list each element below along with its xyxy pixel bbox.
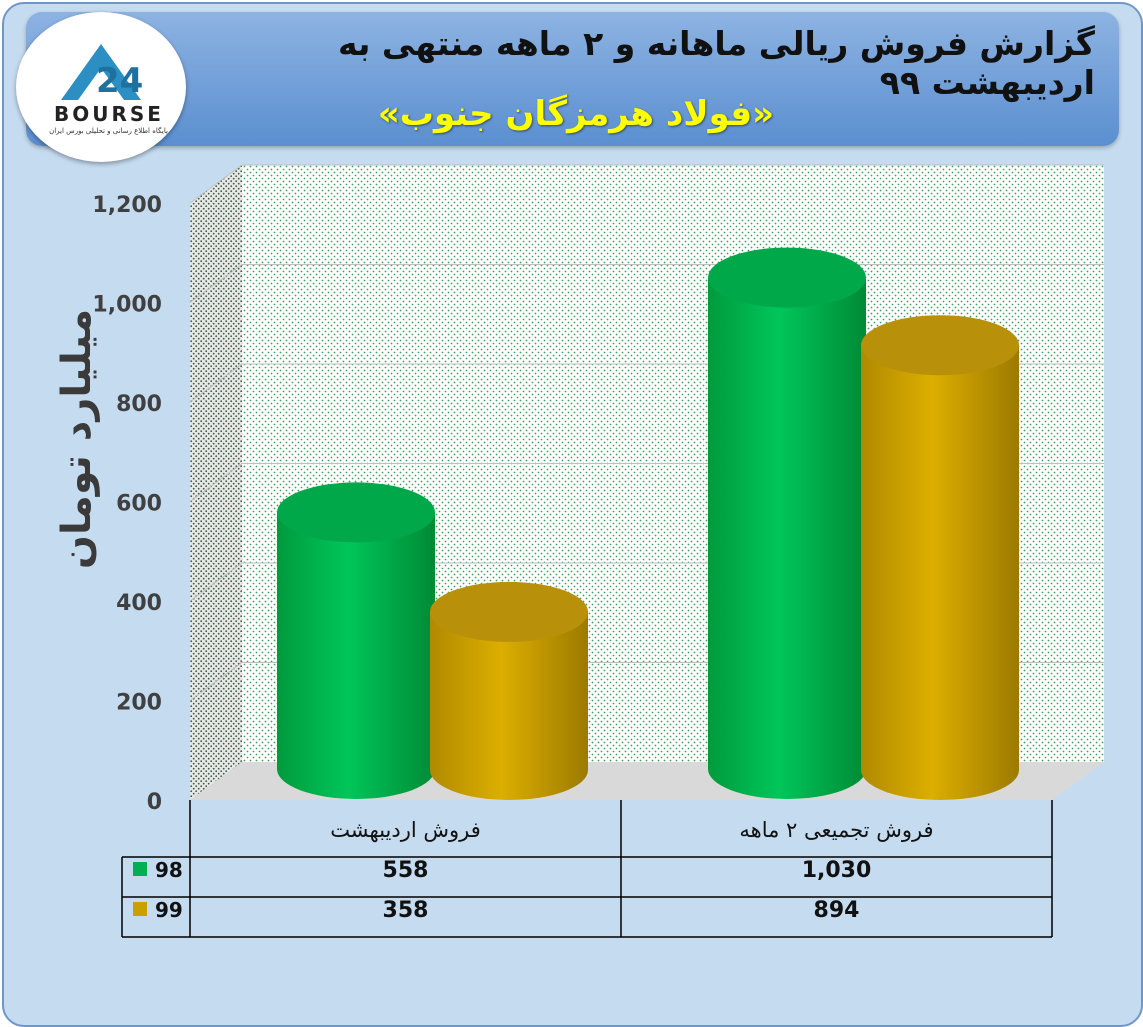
bar-top xyxy=(708,247,866,308)
bar-top xyxy=(861,315,1019,376)
bar-top xyxy=(277,482,435,543)
legend-label: 99 xyxy=(155,898,183,922)
logo-text: BOURSE xyxy=(54,102,164,126)
y-tick-label: 400 xyxy=(116,591,162,616)
bar xyxy=(277,482,435,799)
title-banner: گزارش فروش ریالی ماهانه و ۲ ماهه منتهی ب… xyxy=(26,12,1119,146)
logo-mark-icon: 24 xyxy=(61,44,143,101)
bars xyxy=(277,247,1019,800)
bar-body xyxy=(861,345,1019,800)
category-label: فروش اردیبهشت xyxy=(330,818,481,842)
bar xyxy=(708,247,866,799)
y-tick-label: 200 xyxy=(116,691,162,716)
bourse24-logo: 24 BOURSE پایگاه اطلاع رسانی و تحلیلی بو… xyxy=(16,12,186,162)
bar-body xyxy=(277,512,435,799)
y-tick-label: 1,200 xyxy=(92,193,162,218)
legend-label: 98 xyxy=(155,858,183,882)
data-table: فروش اردیبهشت فروش تجمیعی ۲ ماهه 98 558 1,03… xyxy=(121,800,1053,938)
category-label: فروش تجمیعی ۲ ماهه xyxy=(739,818,933,842)
bar xyxy=(861,315,1019,800)
data-label: 358 xyxy=(383,898,429,923)
chart-title: گزارش فروش ریالی ماهانه و ۲ ماهه منتهی ب… xyxy=(337,24,1095,102)
y-tick-label: 0 xyxy=(147,790,162,815)
legend-swatch xyxy=(133,862,147,876)
bar-body xyxy=(430,611,588,800)
chart-subtitle: «فولاد هرمزگان جنوب» xyxy=(377,94,775,134)
logo-tagline: پایگاه اطلاع رسانی و تحلیلی بورس ایران xyxy=(49,127,168,135)
data-label: 558 xyxy=(383,858,429,883)
y-tick-label: 800 xyxy=(116,392,162,417)
data-label: 1,030 xyxy=(802,858,872,883)
y-tick-label: 600 xyxy=(116,492,162,517)
bar xyxy=(430,581,588,800)
svg-text:24: 24 xyxy=(96,61,143,101)
bar-top xyxy=(430,581,588,642)
y-axis-ticks: 0 200 400 600 800 1,000 1,200 xyxy=(92,193,162,815)
gridline xyxy=(189,164,1104,204)
legend-swatch xyxy=(133,902,147,916)
data-label: 894 xyxy=(814,898,860,923)
bar-body xyxy=(708,277,866,799)
y-tick-label: 1,000 xyxy=(92,293,162,318)
